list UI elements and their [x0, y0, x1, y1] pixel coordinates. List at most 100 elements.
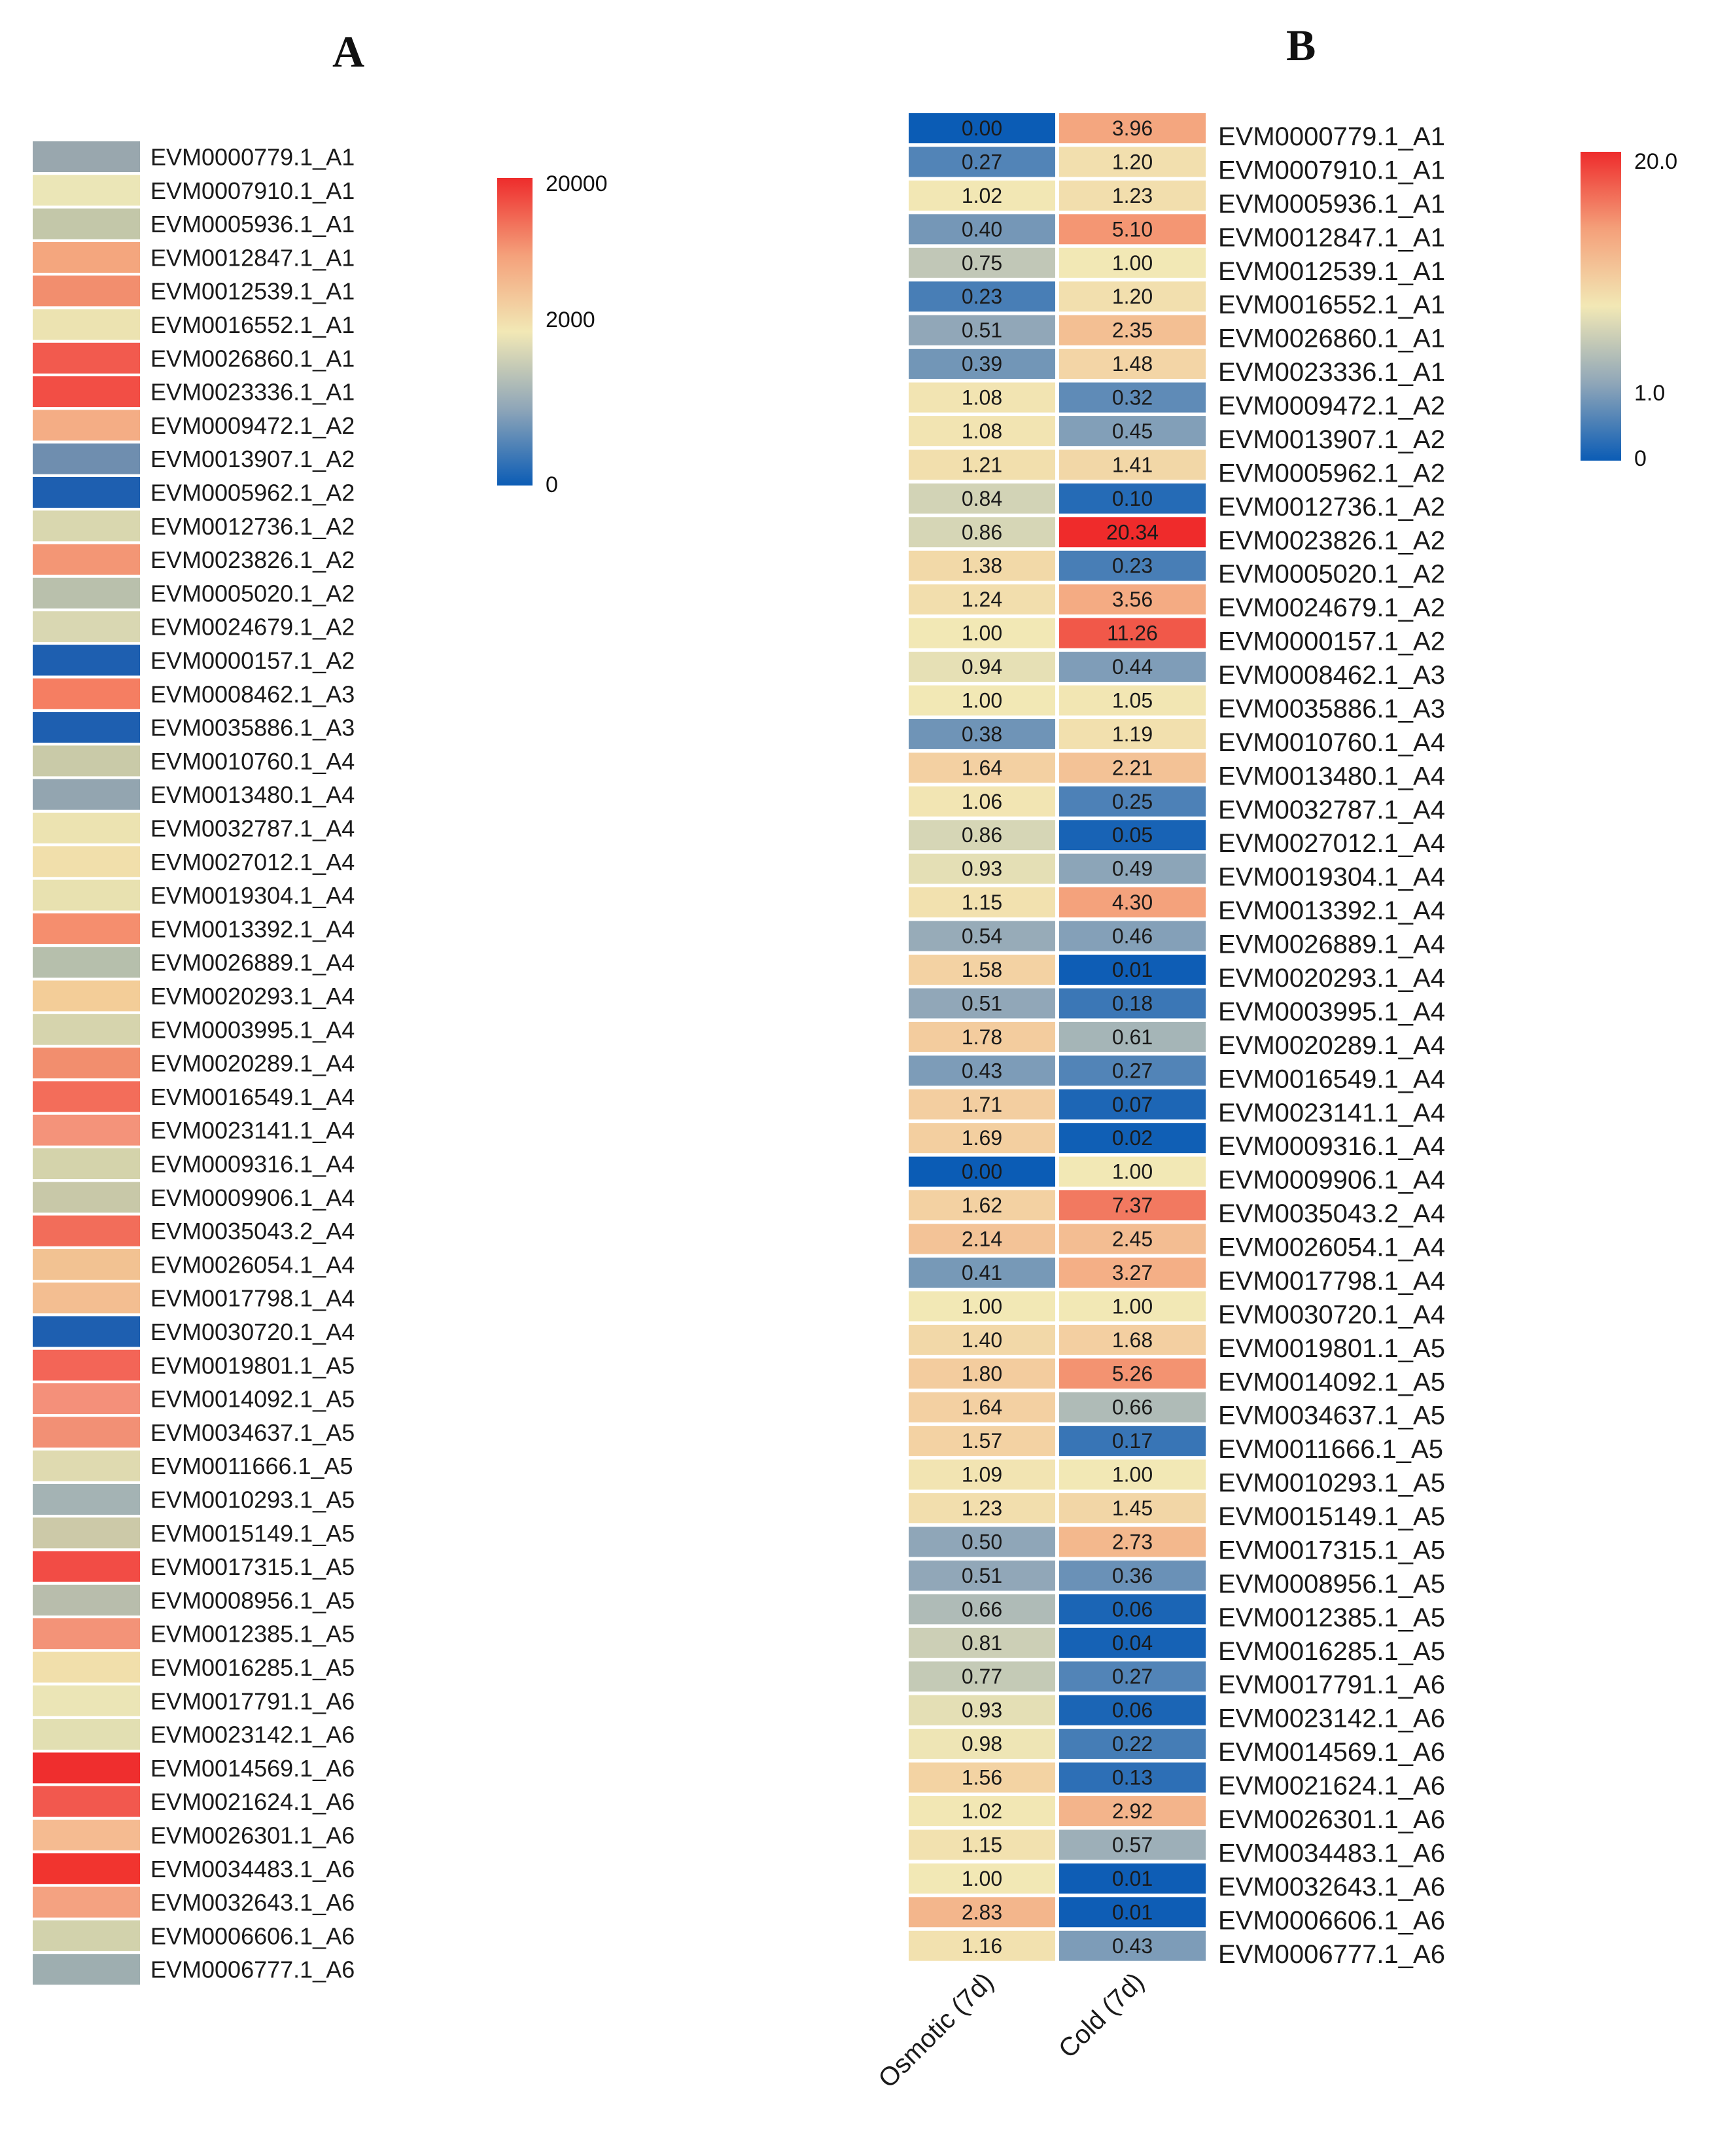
- heatmap-b-value-label: 0.40: [962, 217, 1002, 241]
- heatmap-b-value-label: 3.27: [1112, 1261, 1153, 1284]
- heatmap-b-cell: [907, 1458, 1057, 1491]
- heatmap-a-cell: [33, 1081, 140, 1112]
- heatmap-a-cell: [33, 141, 140, 172]
- colorbar-a-tick-label: 2000: [546, 308, 595, 332]
- heatmap-a-row-label: EVM0032643.1_A6: [150, 1889, 355, 1916]
- heatmap-a-cell: [33, 1551, 140, 1582]
- heatmap-b-cell: [1058, 819, 1207, 852]
- heatmap-b-value-label: 0.50: [962, 1530, 1002, 1553]
- heatmap-b-cell: [907, 1828, 1057, 1862]
- heatmap-a-row-label: EVM0010760.1_A4: [150, 748, 355, 775]
- heatmap-b-value-label: 1.68: [1112, 1328, 1153, 1352]
- heatmap-b-value-label: 0.43: [962, 1059, 1002, 1082]
- heatmap-b-cell: [907, 919, 1057, 953]
- heatmap-b-value-label: 1.40: [962, 1328, 1002, 1352]
- heatmap-a-row-label: EVM0017798.1_A4: [150, 1285, 355, 1312]
- heatmap-b-value-label: 1.80: [962, 1362, 1002, 1385]
- heatmap-b-value-label: 1.15: [962, 1833, 1002, 1856]
- heatmap-b-value-label: 1.41: [1112, 453, 1153, 476]
- heatmap-b-value-label: 0.66: [962, 1597, 1002, 1621]
- heatmap-b-cell: [907, 145, 1057, 179]
- heatmap-b-cell: [907, 1155, 1057, 1188]
- heatmap-b-row-label: EVM0026054.1_A4: [1218, 1233, 1445, 1262]
- heatmap-a-cell: [33, 410, 140, 441]
- heatmap-b-value-label: 1.16: [962, 1934, 1002, 1958]
- heatmap-b-value-label: 0.00: [962, 1160, 1002, 1184]
- heatmap-b-row-label: EVM0016285.1_A5: [1218, 1637, 1445, 1666]
- heatmap-b-value-label: 1.00: [962, 1294, 1002, 1318]
- heatmap-b-cell: [907, 1357, 1057, 1390]
- heatmap-b-cell: [1058, 953, 1207, 986]
- heatmap-b-value-label: 1.00: [1112, 1294, 1153, 1318]
- heatmap-a-row-label: EVM0023826.1_A2: [150, 546, 355, 573]
- heatmap-b-value-label: 0.01: [1112, 1867, 1153, 1890]
- heatmap-b-value-label: 0.17: [1112, 1429, 1153, 1453]
- heatmap-b-cell: [1058, 1390, 1207, 1424]
- heatmap-b-cell: [907, 1727, 1057, 1761]
- heatmap-a-row-label: EVM0019801.1_A5: [150, 1352, 355, 1379]
- heatmap-a-row-label: EVM0016285.1_A5: [150, 1654, 355, 1681]
- heatmap-b-cell: [907, 583, 1057, 616]
- heatmap-b-cell: [907, 549, 1057, 582]
- heatmap-b-value-label: 1.15: [962, 891, 1002, 914]
- heatmap-b-cell: [1058, 684, 1207, 717]
- heatmap-b-row-label: EVM0026301.1_A6: [1218, 1805, 1445, 1834]
- heatmap-b-value-label: 0.75: [962, 251, 1002, 275]
- heatmap-a-row-label: EVM0000779.1_A1: [150, 144, 355, 171]
- heatmap-b-cell: [1058, 1896, 1207, 1929]
- heatmap-b-row-label: EVM0026889.1_A4: [1218, 930, 1445, 959]
- heatmap-a-cell: [33, 1114, 140, 1146]
- heatmap-a-cell: [33, 1886, 140, 1918]
- heatmap-b-value-label: 1.08: [962, 386, 1002, 410]
- heatmap-b-cell: [1058, 1290, 1207, 1323]
- heatmap-b-value-label: 1.57: [962, 1429, 1002, 1453]
- heatmap-b-cell: [907, 751, 1057, 785]
- heatmap-a-cell: [33, 1215, 140, 1246]
- heatmap-a-cell: [33, 913, 140, 944]
- heatmap-b-row-label: EVM0000157.1_A2: [1218, 627, 1445, 656]
- heatmap-b-cell: [907, 819, 1057, 852]
- heatmap-b-value-label: 1.58: [962, 958, 1002, 981]
- heatmap-b-cell: [907, 1390, 1057, 1424]
- heatmap-b-value-label: 0.27: [962, 150, 1002, 173]
- heatmap-a-row-label: EVM0016552.1_A1: [150, 311, 355, 338]
- heatmap-b-cell: [1058, 852, 1207, 885]
- heatmap-b-cell: [1058, 1593, 1207, 1626]
- heatmap-b-row-label: EVM0016549.1_A4: [1218, 1065, 1445, 1093]
- heatmap-b-cell: [907, 381, 1057, 414]
- heatmap-b-cell: [1058, 1693, 1207, 1727]
- heatmap-b-row-label: EVM0007910.1_A1: [1218, 156, 1445, 185]
- heatmap-b-row-label: EVM0010760.1_A4: [1218, 728, 1445, 757]
- heatmap-b-cell: [1058, 1054, 1207, 1087]
- heatmap-b-cell: [1058, 1424, 1207, 1458]
- heatmap-a-row-label: EVM0005936.1_A1: [150, 211, 355, 238]
- heatmap-b-cell: [1058, 717, 1207, 751]
- heatmap-b-cell: [1058, 516, 1207, 549]
- heatmap-b-value-label: 11.26: [1107, 622, 1158, 645]
- heatmap-b-row-label: EVM0030720.1_A4: [1218, 1300, 1445, 1329]
- heatmap-a-cell: [33, 611, 140, 643]
- heatmap-b-cell: [1058, 886, 1207, 919]
- heatmap-b-row-label: EVM0035043.2_A4: [1218, 1199, 1445, 1228]
- heatmap-a-cell: [33, 846, 140, 877]
- heatmap-b-cell: [907, 1122, 1057, 1155]
- heatmap-b-cell: [1058, 583, 1207, 616]
- heatmap-a-cell: [33, 1450, 140, 1481]
- panel-a-title: A: [332, 27, 365, 77]
- heatmap-b-cell: [907, 1290, 1057, 1323]
- heatmap-b-value-label: 0.02: [1112, 1126, 1153, 1150]
- heatmap-a-row-label: EVM0010293.1_A5: [150, 1487, 355, 1513]
- heatmap-a-row-label: EVM0012539.1_A1: [150, 278, 355, 305]
- heatmap-b-value-label: 2.21: [1112, 756, 1153, 779]
- heatmap-a-row-label: EVM0023336.1_A1: [150, 379, 355, 406]
- heatmap-b-cell: [907, 1593, 1057, 1626]
- heatmap-b-cell: [907, 616, 1057, 650]
- heatmap-b-value-label: 0.93: [962, 1699, 1002, 1722]
- heatmap-b-cell: [907, 1189, 1057, 1222]
- heatmap-b-value-label: 0.05: [1112, 823, 1153, 847]
- heatmap-b-cell: [1058, 1626, 1207, 1659]
- heatmap-b-row-label: EVM0015149.1_A5: [1218, 1502, 1445, 1531]
- heatmap-b-cell: [1058, 145, 1207, 179]
- heatmap-b-value-label: 0.23: [962, 285, 1002, 308]
- heatmap-b-row-label: EVM0032643.1_A6: [1218, 1873, 1445, 1901]
